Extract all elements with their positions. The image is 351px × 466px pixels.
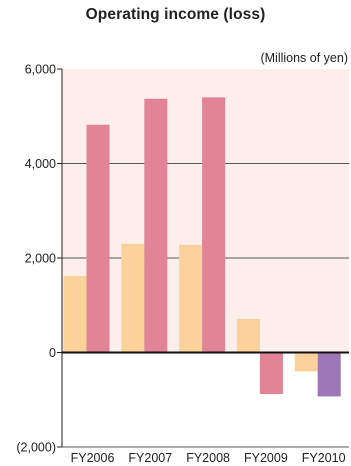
x-tick-label: FY2008	[186, 451, 230, 465]
y-tick-label: 2,000	[25, 252, 56, 266]
y-tick-label: 0	[49, 346, 56, 360]
unit-label: (Millions of yen)	[260, 51, 348, 65]
bar-fy2009-2	[259, 352, 283, 395]
y-tick-label: (2,000)	[16, 441, 56, 455]
x-tick-label: FY2009	[244, 451, 288, 465]
chart-title: Operating income (loss)	[85, 6, 266, 23]
bars	[63, 97, 341, 397]
x-tick-label: FY2007	[128, 451, 172, 465]
x-tick-label: FY2006	[71, 451, 115, 465]
y-tick-label: 4,000	[25, 157, 56, 171]
bar-fy2009-1	[236, 318, 260, 353]
bar-fy2006-1	[63, 275, 87, 353]
axes	[57, 68, 349, 448]
bar-fy2008-1	[179, 244, 203, 353]
y-tick-label: 6,000	[25, 63, 56, 77]
bar-fy2006-2	[86, 124, 110, 353]
bar-fy2007-1	[121, 243, 145, 353]
tick-labels: 6,000 4,000 2,000 0 (2,000) FY2006 FY2007 FY200…	[16, 63, 345, 466]
bar-fy2007-2	[144, 98, 168, 353]
bar-fy2010-1	[294, 352, 318, 372]
x-tick-label: FY2010	[302, 451, 346, 465]
bar-fy2010-2	[317, 352, 341, 397]
bar-fy2008-2	[202, 97, 226, 353]
